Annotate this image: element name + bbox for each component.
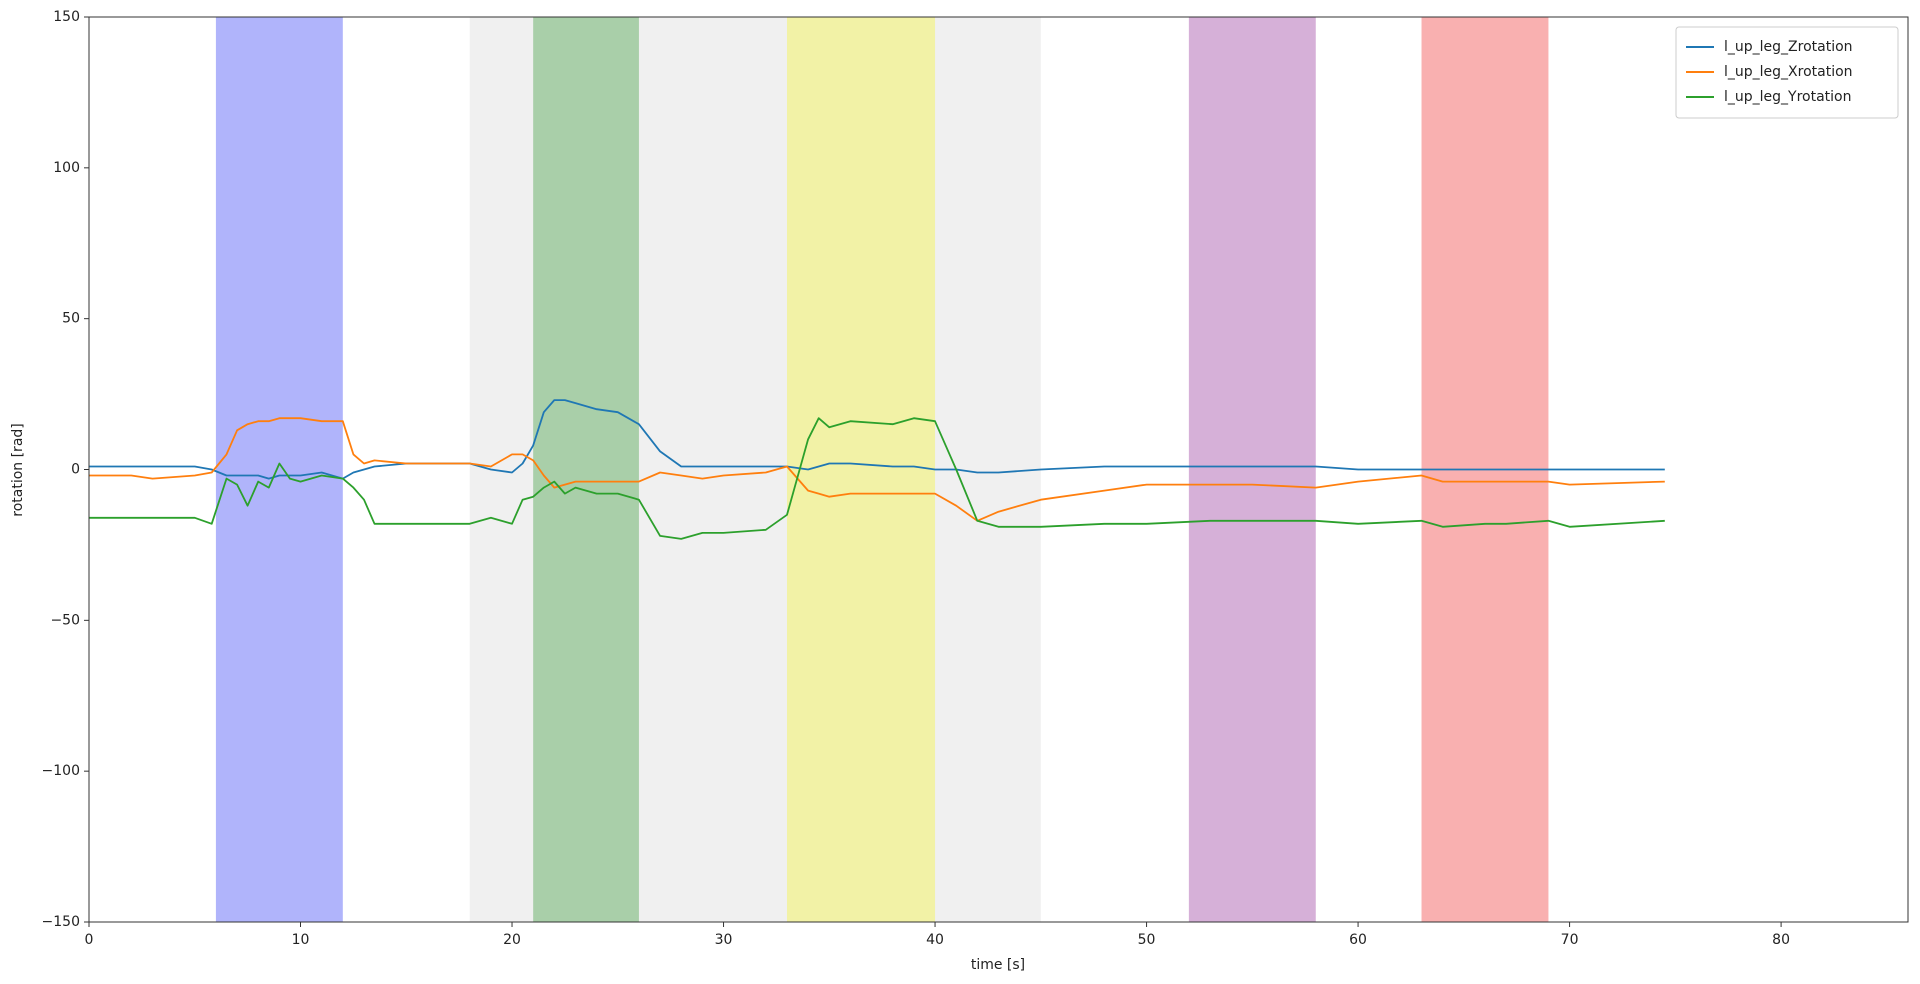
legend-label: l_up_leg_Xrotation (1724, 64, 1853, 80)
shaded-span (215, 17, 343, 922)
shaded-span (533, 17, 639, 922)
plot-frame (88, 16, 1909, 923)
shaded-span (786, 17, 936, 922)
x-tick-label: 60 (1349, 932, 1367, 948)
x-tick-label: 30 (715, 932, 733, 948)
legend-label: l_up_leg_Yrotation (1724, 89, 1852, 105)
x-tick-label: 70 (1561, 932, 1579, 948)
x-tick-label: 20 (503, 932, 521, 948)
y-axis-label: rotation [rad] (10, 423, 26, 517)
legend-box (1675, 26, 1899, 119)
x-tick-label: 80 (1772, 932, 1790, 948)
y-tick-label: 100 (53, 160, 80, 176)
shaded-span (1188, 17, 1316, 922)
data-line (89, 417, 1665, 540)
data-line (89, 417, 1665, 522)
x-axis-label: time [s] (971, 957, 1025, 973)
y-tick-label: −50 (50, 612, 80, 628)
x-tick-label: 10 (292, 932, 310, 948)
y-tick-label: 0 (71, 462, 80, 478)
x-tick-label: 0 (85, 932, 94, 948)
x-tick-label: 40 (926, 932, 944, 948)
x-tick-label: 50 (1138, 932, 1156, 948)
y-tick-label: −100 (42, 763, 80, 779)
y-tick-label: 150 (53, 9, 80, 25)
data-line (89, 399, 1665, 480)
legend-label: l_up_leg_Zrotation (1724, 39, 1853, 55)
y-tick-label: 50 (62, 311, 80, 327)
legend: l_up_leg_Zrotation l_up_leg_Xrotation l_up… (1675, 26, 1899, 119)
y-tick-label: −150 (42, 914, 80, 930)
